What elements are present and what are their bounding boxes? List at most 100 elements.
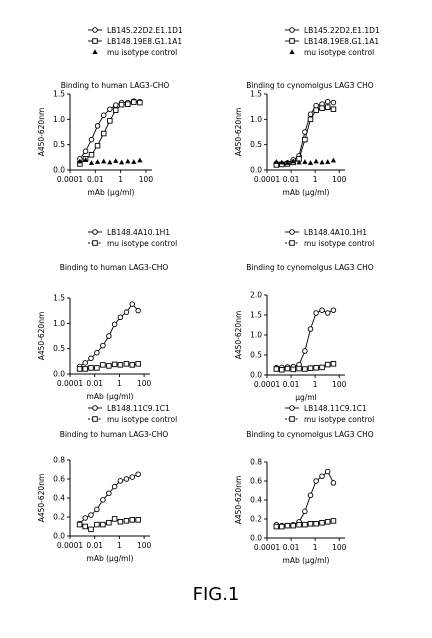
y-tick-label: 1.5 (250, 311, 262, 320)
x-tick-label: 0.0001 (57, 379, 83, 388)
data-point (319, 520, 325, 526)
data-point (82, 148, 89, 155)
x-tick-label: 100 (332, 543, 347, 552)
y-tick-label: 0.6 (250, 477, 262, 486)
data-point (111, 361, 118, 368)
data-point (82, 366, 88, 372)
y-tick-label: 0.5 (250, 140, 262, 149)
data-point (319, 105, 325, 111)
data-point (76, 366, 83, 372)
data-point (119, 159, 125, 165)
y-tick-label: 0.8 (250, 458, 262, 467)
data-point (94, 142, 101, 149)
chart-panel-6: LB148.11C9.1C1 mu isotype control Binding … (234, 404, 374, 565)
data-point (123, 309, 130, 315)
data-point (302, 136, 308, 143)
data-point (313, 158, 319, 164)
legend-marker (92, 405, 98, 411)
legend-entry: LB148.19E8.G1.1A1 (304, 37, 379, 46)
data-point (290, 522, 296, 529)
data-point (107, 106, 113, 112)
data-point (129, 474, 136, 480)
data-point (284, 365, 291, 372)
x-tick-label: 100 (332, 175, 347, 184)
y-tick-label: 1.5 (53, 294, 65, 303)
data-point (319, 364, 325, 371)
legend-entry: LB148.19E8.G1.1A1 (107, 37, 182, 46)
data-point (129, 362, 136, 368)
chart-title: Binding to cynomolgus LAG3 CHO (246, 263, 374, 272)
y-tick-label: 0.0 (53, 370, 65, 379)
data-point (324, 468, 331, 475)
legend-entry: LB148.11C9.1C1 (107, 404, 170, 413)
data-point (106, 333, 112, 339)
x-tick-label: 1 (313, 380, 318, 389)
data-point (88, 160, 95, 165)
data-point (106, 363, 112, 369)
data-point (88, 512, 94, 518)
data-point (88, 136, 95, 143)
y-axis-label: A450-620nm (234, 476, 243, 525)
data-point (307, 160, 314, 165)
data-point (129, 517, 136, 523)
data-point (273, 159, 279, 164)
chart-panel-2: LB145.22D2.E1.1D1 LB148.19E8.G1.1A1 mu iso… (234, 26, 380, 197)
data-point (111, 483, 118, 490)
data-point (131, 99, 137, 105)
data-point (129, 301, 136, 307)
legend-entry: mu isotype control (107, 239, 177, 248)
data-point (279, 523, 285, 530)
data-point (279, 159, 285, 165)
data-point (319, 473, 325, 480)
chart-title: Binding to cynomolgus LAG3 CHO (246, 430, 374, 439)
data-point (324, 310, 331, 316)
legend-entry: mu isotype control (107, 48, 177, 57)
x-tick-label: 0.0001 (57, 541, 83, 550)
y-tick-label: 0.4 (53, 494, 65, 503)
x-axis-label: mAb (μg/ml) (88, 188, 135, 197)
y-axis-label: A450-620nm (234, 108, 243, 157)
data-point (125, 101, 131, 107)
x-tick-label: 0.01 (283, 380, 300, 389)
legend-entry: LB145.22D2.E1.1D1 (107, 26, 183, 35)
y-tick-label: 1.0 (250, 331, 262, 340)
x-tick-label: 1 (313, 175, 318, 184)
data-point (135, 307, 141, 314)
data-point (117, 478, 124, 484)
chart-panel-4: LB148.4A10.1H1 mu isotype control Binding … (234, 228, 374, 402)
data-point (100, 521, 106, 528)
data-point (117, 362, 124, 368)
x-tick-label: 0.0001 (254, 175, 280, 184)
data-point (123, 518, 130, 524)
data-point (330, 361, 337, 367)
data-point (273, 523, 280, 530)
legend-marker (289, 229, 295, 235)
y-tick-label: 0.2 (53, 513, 65, 522)
x-tick-label: 0.01 (283, 543, 300, 552)
data-point (284, 160, 291, 165)
y-tick-label: 0.4 (250, 496, 262, 505)
data-point (107, 118, 113, 124)
data-point (313, 310, 319, 316)
data-point (100, 362, 106, 368)
y-tick-label: 0.5 (250, 351, 262, 360)
legend-marker (289, 405, 295, 411)
y-tick-label: 0.5 (53, 140, 65, 149)
data-point (94, 521, 100, 528)
x-tick-label: 100 (137, 541, 152, 550)
x-tick-label: 1 (117, 379, 122, 388)
data-point (330, 518, 337, 524)
chart-title: Binding to cynomolgus LAG3 CHO (246, 81, 374, 90)
data-point (302, 159, 308, 164)
y-tick-label: 0.5 (53, 344, 65, 353)
data-point (107, 159, 113, 165)
legend-entry: mu isotype control (304, 239, 374, 248)
data-point (82, 515, 88, 521)
legend-entry: mu isotype control (304, 48, 374, 57)
data-point (111, 516, 118, 522)
x-tick-label: 100 (137, 379, 152, 388)
data-point (88, 355, 94, 362)
series-curve-1 (276, 470, 334, 527)
x-tick-label: 0.01 (86, 541, 103, 550)
